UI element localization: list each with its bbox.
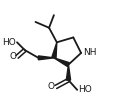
Polygon shape <box>51 42 56 58</box>
Polygon shape <box>53 58 69 67</box>
Text: O: O <box>9 52 16 61</box>
Text: NH: NH <box>82 49 96 57</box>
Polygon shape <box>66 65 70 80</box>
Polygon shape <box>38 56 53 60</box>
Text: O: O <box>47 82 54 91</box>
Text: HO: HO <box>2 38 16 47</box>
Text: HO: HO <box>78 85 91 94</box>
